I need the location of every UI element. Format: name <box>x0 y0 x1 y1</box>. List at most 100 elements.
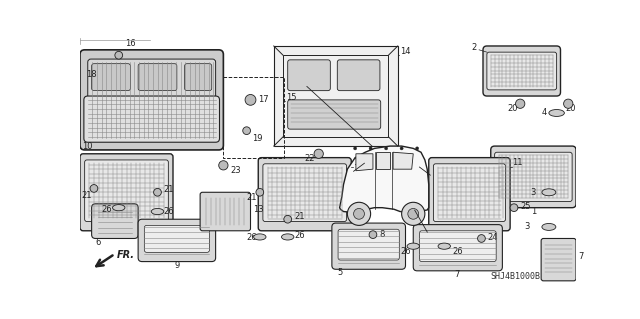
Circle shape <box>348 202 371 226</box>
PathPatch shape <box>340 146 429 212</box>
Circle shape <box>510 204 518 211</box>
FancyBboxPatch shape <box>92 204 138 239</box>
Circle shape <box>90 185 98 192</box>
Text: 13: 13 <box>253 204 264 213</box>
Text: 24: 24 <box>488 233 498 242</box>
FancyBboxPatch shape <box>338 229 399 260</box>
Circle shape <box>245 94 256 105</box>
Ellipse shape <box>438 243 451 249</box>
FancyBboxPatch shape <box>274 46 397 146</box>
Ellipse shape <box>253 234 266 240</box>
Text: 20: 20 <box>508 104 518 114</box>
Circle shape <box>115 51 123 59</box>
Circle shape <box>385 147 388 150</box>
Text: 14: 14 <box>400 47 411 56</box>
Text: 7: 7 <box>455 270 460 279</box>
Ellipse shape <box>282 234 294 240</box>
FancyBboxPatch shape <box>332 223 406 269</box>
Text: 21: 21 <box>81 191 92 200</box>
FancyBboxPatch shape <box>259 158 351 231</box>
FancyBboxPatch shape <box>263 164 347 221</box>
Circle shape <box>477 235 485 242</box>
FancyBboxPatch shape <box>495 152 572 202</box>
FancyBboxPatch shape <box>491 146 576 208</box>
Text: 19: 19 <box>252 134 262 143</box>
Text: 15: 15 <box>286 93 297 102</box>
FancyBboxPatch shape <box>288 60 330 91</box>
Circle shape <box>400 147 403 150</box>
Text: 3: 3 <box>531 188 536 197</box>
FancyBboxPatch shape <box>184 64 212 91</box>
Text: 9: 9 <box>174 261 179 270</box>
Text: 26: 26 <box>247 233 257 242</box>
Ellipse shape <box>407 243 419 249</box>
FancyBboxPatch shape <box>419 231 496 262</box>
Circle shape <box>219 161 228 170</box>
Text: 10: 10 <box>83 142 93 151</box>
Text: 21: 21 <box>294 212 305 221</box>
Text: 26: 26 <box>164 207 174 216</box>
Text: 1: 1 <box>531 207 536 216</box>
Text: 4: 4 <box>542 108 547 117</box>
FancyBboxPatch shape <box>80 50 223 150</box>
FancyBboxPatch shape <box>80 154 173 231</box>
Text: 5: 5 <box>337 269 342 278</box>
Circle shape <box>243 127 250 135</box>
Circle shape <box>369 231 377 239</box>
Text: 12: 12 <box>353 158 364 167</box>
Circle shape <box>353 147 356 150</box>
Text: 26: 26 <box>400 247 411 256</box>
FancyBboxPatch shape <box>288 100 381 129</box>
Circle shape <box>564 99 573 108</box>
Circle shape <box>369 147 372 150</box>
Circle shape <box>408 208 419 219</box>
Text: 26: 26 <box>294 232 305 241</box>
Circle shape <box>256 189 264 196</box>
PathPatch shape <box>356 154 373 171</box>
FancyBboxPatch shape <box>433 164 506 221</box>
Text: 21: 21 <box>247 193 257 202</box>
Ellipse shape <box>542 189 556 196</box>
Text: 16: 16 <box>125 39 136 48</box>
Text: SHJ4B1000B: SHJ4B1000B <box>491 272 541 281</box>
Ellipse shape <box>549 109 564 116</box>
Text: 26: 26 <box>452 247 463 256</box>
Ellipse shape <box>542 224 556 230</box>
FancyBboxPatch shape <box>145 226 209 252</box>
FancyBboxPatch shape <box>487 52 557 90</box>
FancyBboxPatch shape <box>429 158 510 231</box>
FancyBboxPatch shape <box>84 160 168 221</box>
Text: 7: 7 <box>579 252 584 261</box>
PathPatch shape <box>376 152 390 169</box>
Text: 26: 26 <box>102 204 113 213</box>
Ellipse shape <box>151 208 164 215</box>
Text: 3: 3 <box>524 222 529 231</box>
FancyBboxPatch shape <box>138 64 177 91</box>
Circle shape <box>415 147 419 150</box>
PathPatch shape <box>393 152 413 169</box>
FancyBboxPatch shape <box>337 60 380 91</box>
Text: 21: 21 <box>164 185 174 194</box>
Circle shape <box>314 149 323 159</box>
Text: 20: 20 <box>566 104 576 114</box>
FancyBboxPatch shape <box>84 96 220 142</box>
Circle shape <box>516 99 525 108</box>
Text: 18: 18 <box>86 70 97 79</box>
Text: 17: 17 <box>259 95 269 104</box>
Text: 11: 11 <box>513 158 523 167</box>
Text: 8: 8 <box>379 230 385 239</box>
Text: 6: 6 <box>95 238 101 247</box>
Circle shape <box>353 208 364 219</box>
FancyBboxPatch shape <box>200 192 250 231</box>
Ellipse shape <box>113 204 125 211</box>
Circle shape <box>402 202 425 226</box>
Text: 23: 23 <box>230 166 241 175</box>
Text: 2: 2 <box>472 43 477 52</box>
FancyBboxPatch shape <box>413 225 502 271</box>
FancyBboxPatch shape <box>541 239 576 281</box>
FancyBboxPatch shape <box>88 59 216 141</box>
FancyBboxPatch shape <box>92 64 131 91</box>
Text: 22: 22 <box>304 154 315 163</box>
Text: FR.: FR. <box>117 250 135 260</box>
Text: 25: 25 <box>520 202 531 211</box>
